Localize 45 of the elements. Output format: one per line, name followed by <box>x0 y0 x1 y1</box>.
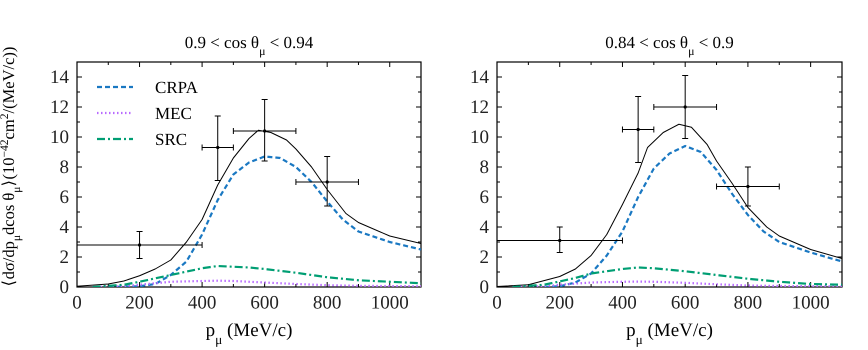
x-tick-label: 600 <box>670 292 700 314</box>
point <box>558 238 562 242</box>
x-tick-label: 1000 <box>370 292 409 314</box>
x-tick-label: 400 <box>608 292 637 314</box>
x-axis-title: p$_{μ}$ (MeV/c) <box>626 320 713 346</box>
y-tick-label: 10 <box>470 127 489 148</box>
y-tick-label: 0 <box>60 277 69 298</box>
point <box>684 105 687 109</box>
y-tick-label: 6 <box>480 187 489 208</box>
x-tick-label: 600 <box>250 292 279 314</box>
point <box>636 128 640 132</box>
legend-label: CRPA <box>155 78 199 97</box>
legend-label: SRC <box>155 130 188 149</box>
y-tick-label: 4 <box>480 217 490 238</box>
x-tick-label: 1000 <box>792 292 830 314</box>
x-tick-label: 800 <box>734 292 762 314</box>
x-tick-label: 400 <box>188 292 216 314</box>
y-tick-label: 8 <box>480 157 489 178</box>
x-tick-label: 800 <box>312 292 342 314</box>
y-tick-label: 10 <box>50 127 69 148</box>
chart-title: 0.84 < cos θ$_{μ}$ < 0.9 <box>605 33 734 58</box>
chart-title: 0.9 < cos θ$_{μ}$ < 0.94 <box>184 33 314 58</box>
y-tick-label: 4 <box>60 217 70 238</box>
y-tick-label: 2 <box>60 247 69 268</box>
y-tick-label: 6 <box>60 187 69 208</box>
point <box>263 129 266 133</box>
y-tick-label: 14 <box>470 67 490 88</box>
x-tick-label: 200 <box>125 292 154 314</box>
legend-label: MEC <box>155 104 192 123</box>
y-tick-label: 12 <box>50 97 69 118</box>
line-series <box>107 155 421 287</box>
point <box>138 243 142 247</box>
y-tick-label: 2 <box>480 247 489 268</box>
y-tick-label: 8 <box>60 157 69 178</box>
point <box>746 184 750 188</box>
line-series <box>512 266 842 287</box>
y-tick-label: 0 <box>480 277 489 298</box>
x-tick-label: 200 <box>545 292 574 314</box>
y-tick-label: 14 <box>50 67 70 88</box>
point <box>326 180 329 184</box>
point <box>216 146 220 150</box>
line-series <box>92 264 421 287</box>
x-axis-title: p$_{μ}$ (MeV/c) <box>206 320 292 346</box>
line-series <box>542 144 842 287</box>
y-tick-label: 12 <box>470 97 489 118</box>
